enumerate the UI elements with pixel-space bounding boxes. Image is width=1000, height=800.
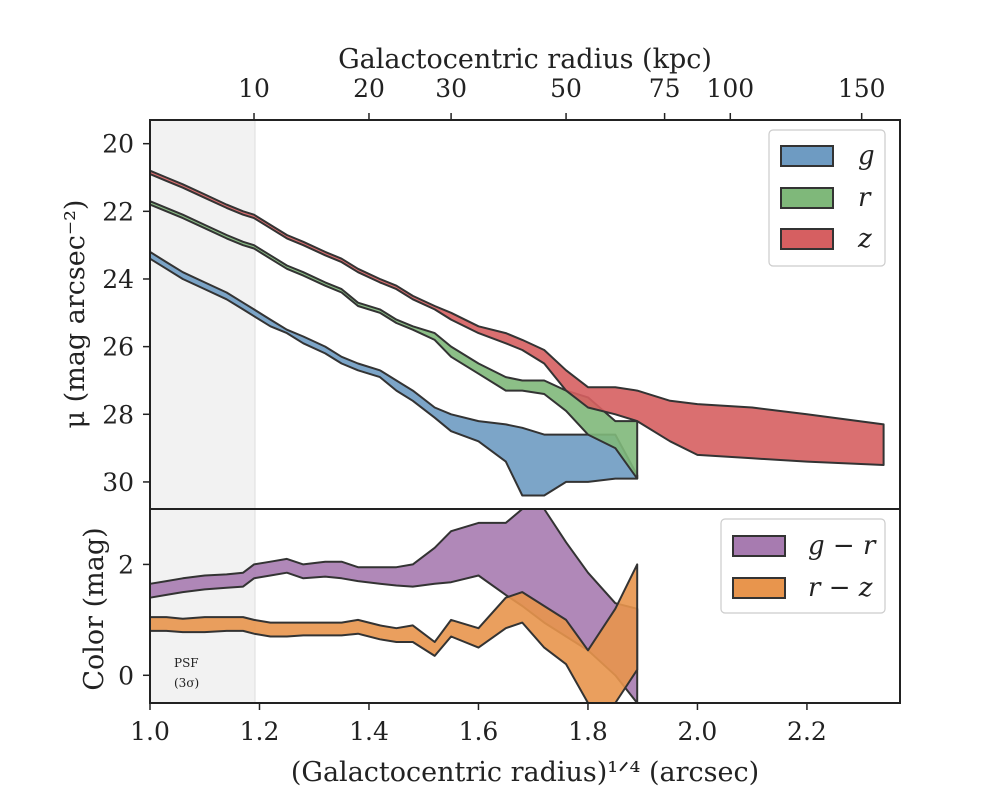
mu-y-axis-label: μ (mag arcsec⁻²) — [60, 200, 91, 429]
x-tick-label: 2.0 — [678, 717, 718, 746]
x-tick-label: 1.4 — [349, 717, 389, 746]
legend-label-g: g — [858, 141, 875, 171]
band-z — [149, 169, 885, 466]
y-tick-label: 28 — [102, 400, 134, 429]
legend-swatch-r-z — [732, 577, 786, 599]
x-tick-label: 1.6 — [459, 717, 499, 746]
mu-y-ticks: 20 22 24 26 28 30 — [102, 130, 150, 497]
lower-axes-frame — [149, 508, 901, 704]
y-tick-label: 20 — [102, 130, 134, 159]
top-tick-label: 10 — [238, 74, 270, 103]
band-r — [149, 200, 639, 480]
band-r---z — [149, 563, 639, 704]
color-y-tick-label: 2 — [118, 550, 134, 579]
surface-brightness-panel: 10 20 30 50 75 100 150 20 22 24 26 28 30 μ (mag arc… — [60, 74, 901, 510]
x-axis-label: (Galactocentric radius)¹ᐟ⁴ (arcsec) — [291, 757, 759, 788]
x-tick-label: 2.2 — [787, 717, 827, 746]
x-tick-label: 1.2 — [240, 717, 280, 746]
top-tick-label: 30 — [435, 74, 467, 103]
color-y-tick-label: 0 — [118, 661, 134, 690]
y-tick-label: 26 — [102, 333, 134, 362]
psf-annotation-line2: (3σ) — [174, 676, 199, 690]
legend-label-g-r: g − r — [808, 531, 877, 561]
color-panel: 1.0 1.2 1.4 1.6 1.8 2.0 2.2 02 Color (mag) (Ga… — [79, 508, 901, 788]
legend-label-z: z — [857, 224, 872, 254]
top-tick-label: 150 — [838, 74, 886, 103]
top-x-axis-label: Galactocentric radius (kpc) — [338, 44, 712, 75]
legend-label-r: r — [858, 183, 872, 213]
psf-region-lower — [150, 509, 255, 703]
y-tick-label: 22 — [102, 197, 134, 226]
top-ticks: 10 20 30 50 75 100 150 — [238, 74, 886, 120]
legend-swatch-g — [780, 145, 834, 167]
top-tick-label: 50 — [550, 74, 582, 103]
top-tick-label: 75 — [649, 74, 681, 103]
top-tick-label: 100 — [706, 74, 754, 103]
psf-annotation-line1: PSF — [174, 656, 199, 670]
legend-swatch-z — [780, 228, 834, 250]
psf-region — [150, 120, 255, 509]
x-tick-label: 1.8 — [568, 717, 608, 746]
x-tick-label: 1.0 — [130, 717, 170, 746]
legend-label-r-z: r − z — [808, 573, 873, 603]
top-tick-label: 20 — [353, 74, 385, 103]
legend-swatch-r — [780, 187, 834, 209]
x-ticks: 1.0 1.2 1.4 1.6 1.8 2.0 2.2 — [130, 703, 827, 746]
y-tick-label: 30 — [102, 468, 134, 497]
legend-swatch-g-r — [732, 535, 786, 557]
color-y-ticks: 02 — [118, 550, 150, 690]
color-y-axis-label: Color (mag) — [79, 527, 110, 690]
brightness-bands — [149, 169, 885, 497]
lower-legend: g − r r − z — [720, 518, 886, 614]
upper-legend: g r z — [768, 129, 886, 267]
y-tick-label: 24 — [102, 265, 134, 294]
